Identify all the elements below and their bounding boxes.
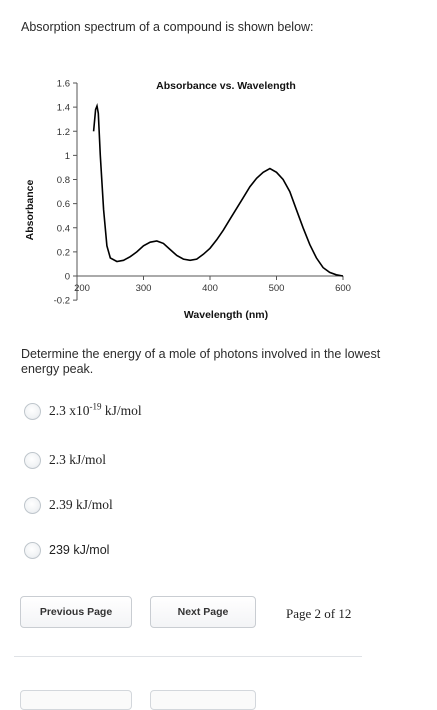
answer-option-4[interactable]: 239 kJ/mol — [24, 538, 109, 562]
answer-option-1-exponent: -19 — [89, 401, 102, 412]
y-tick-label: 0.8 — [57, 175, 70, 186]
y-tick-label: 0.4 — [57, 223, 70, 234]
y-axis-label: Absorbance — [24, 180, 36, 241]
bottom-button-partial-left[interactable] — [20, 690, 132, 710]
question-prompt: Determine the energy of a mole of photon… — [21, 347, 381, 376]
x-axis-label: Wavelength (nm) — [184, 309, 268, 321]
radio-button-2[interactable] — [24, 451, 41, 469]
y-tick-label: 0.6 — [57, 199, 70, 210]
y-tick-label: 0.2 — [57, 247, 70, 258]
answer-option-1[interactable]: 2.3 x10-19 kJ/mol — [24, 399, 142, 423]
answer-option-3-label: 2.39 kJ/mol — [49, 497, 113, 512]
radio-button-1[interactable] — [24, 402, 41, 420]
y-tick-label: 1.4 — [57, 103, 70, 114]
y-tick-label: 1.2 — [57, 127, 70, 138]
x-tick-label: 500 — [269, 283, 285, 294]
divider — [14, 656, 362, 657]
answer-option-2[interactable]: 2.3 kJ/mol — [24, 448, 106, 472]
answer-option-1-label: 2.3 x10-19 kJ/mol — [49, 401, 142, 419]
next-page-button[interactable]: Next Page — [150, 596, 256, 628]
radio-button-4[interactable] — [24, 541, 41, 559]
y-tick-label: 1.6 — [57, 79, 70, 90]
y-tick-label: -0.2 — [54, 296, 70, 307]
previous-page-button[interactable]: Previous Page — [20, 596, 132, 628]
answer-option-3[interactable]: 2.39 kJ/mol — [24, 493, 113, 517]
page-indicator: Page 2 of 12 — [286, 606, 352, 621]
chart-title: Absorbance vs. Wavelength — [156, 80, 296, 92]
bottom-button-partial-right[interactable] — [150, 690, 256, 710]
x-tick-label: 300 — [136, 283, 152, 294]
y-tick-label: 1 — [65, 151, 70, 162]
question-intro: Absorption spectrum of a compound is sho… — [21, 20, 314, 34]
absorbance-chart: Absorbance vs. Wavelength Absorbance Wav… — [24, 79, 351, 322]
answer-option-1-unit: kJ/mol — [101, 403, 142, 418]
x-tick-label: 400 — [202, 283, 218, 294]
answer-option-4-label: 239 kJ/mol — [49, 543, 110, 557]
x-tick-label: 200 — [74, 283, 90, 294]
absorbance-curve — [92, 102, 344, 277]
answer-option-1-mantissa: 2.3 x10 — [49, 403, 90, 418]
radio-button-3[interactable] — [24, 496, 41, 514]
answer-option-2-label: 2.3 kJ/mol — [49, 452, 107, 467]
x-tick-label: 600 — [335, 283, 351, 294]
y-tick-label: 0 — [65, 272, 70, 283]
